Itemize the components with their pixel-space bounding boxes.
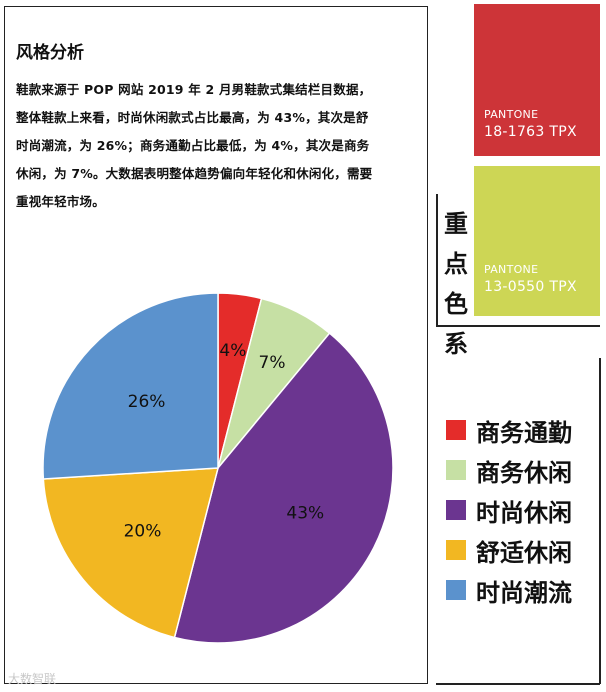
- legend-swatch: [446, 500, 466, 520]
- legend-label: 舒适休闲: [476, 538, 572, 567]
- legend-swatch: [446, 580, 466, 600]
- pantone-swatch-green: PANTONE 13-0550 TPX: [474, 166, 600, 316]
- legend-label: 商务通勤: [476, 418, 572, 447]
- pie-chart: 4% 7% 43% 20% 26%: [42, 292, 394, 644]
- slice-label: 4%: [219, 341, 246, 361]
- description-line: 鞋款来源于 POP 网站 2019 年 2 月男鞋款式集结栏目数据，: [16, 82, 372, 97]
- description-line: 整体鞋款上来看，时尚休闲款式占比最高，为 43%，其次是舒: [16, 110, 369, 125]
- key-colors-char: 重: [444, 210, 468, 238]
- legend-label: 时尚休闲: [476, 498, 572, 527]
- legend-item: 商务通勤: [446, 410, 572, 450]
- pantone-label: PANTONE: [484, 108, 539, 121]
- pie-slice: [42, 292, 219, 480]
- legend-label: 时尚潮流: [476, 578, 572, 607]
- legend-item: 时尚休闲: [446, 490, 572, 530]
- analysis-panel: [4, 6, 428, 684]
- legend-item: 舒适休闲: [446, 530, 572, 570]
- pantone-code: 18-1763 TPX: [484, 124, 577, 140]
- divider-line: [436, 194, 438, 326]
- legend-label: 商务休闲: [476, 458, 572, 487]
- key-colors-char: 色: [444, 290, 468, 318]
- pie-slice: [42, 467, 219, 639]
- slice-label: 26%: [128, 392, 166, 412]
- pantone-code: 13-0550 TPX: [484, 279, 577, 295]
- divider-line: [436, 325, 600, 327]
- slice-label: 20%: [124, 521, 162, 541]
- watermark: 大数智联: [8, 672, 57, 686]
- divider-line: [436, 683, 600, 685]
- divider-line: [599, 358, 601, 684]
- description-line: 重视年轻市场。: [16, 194, 105, 209]
- page-title: 风格分析: [16, 43, 84, 63]
- key-colors-title: 重 点 色 系: [441, 204, 471, 364]
- chart-legend: 商务通勤 商务休闲 时尚休闲 舒适休闲 时尚潮流: [446, 410, 572, 610]
- pantone-swatch-red: PANTONE 18-1763 TPX: [474, 4, 600, 156]
- legend-swatch: [446, 540, 466, 560]
- description-text: 鞋款来源于 POP 网站 2019 年 2 月男鞋款式集结栏目数据， 整体鞋款上…: [16, 76, 418, 216]
- legend-item: 商务休闲: [446, 450, 572, 490]
- description-line: 时尚潮流，为 26%；商务通勤占比最低，为 4%，其次是商务: [16, 138, 370, 153]
- description-line: 休闲，为 7%。大数据表明整体趋势偏向年轻化和休闲化，需要: [16, 166, 373, 181]
- pie-slice: [173, 332, 394, 644]
- legend-item: 时尚潮流: [446, 570, 572, 610]
- slice-label: 43%: [286, 503, 324, 523]
- slice-label: 7%: [259, 353, 286, 373]
- legend-swatch: [446, 460, 466, 480]
- key-colors-char: 系: [444, 330, 468, 358]
- pantone-label: PANTONE: [484, 263, 539, 276]
- key-colors-char: 点: [444, 250, 468, 278]
- legend-swatch: [446, 420, 466, 440]
